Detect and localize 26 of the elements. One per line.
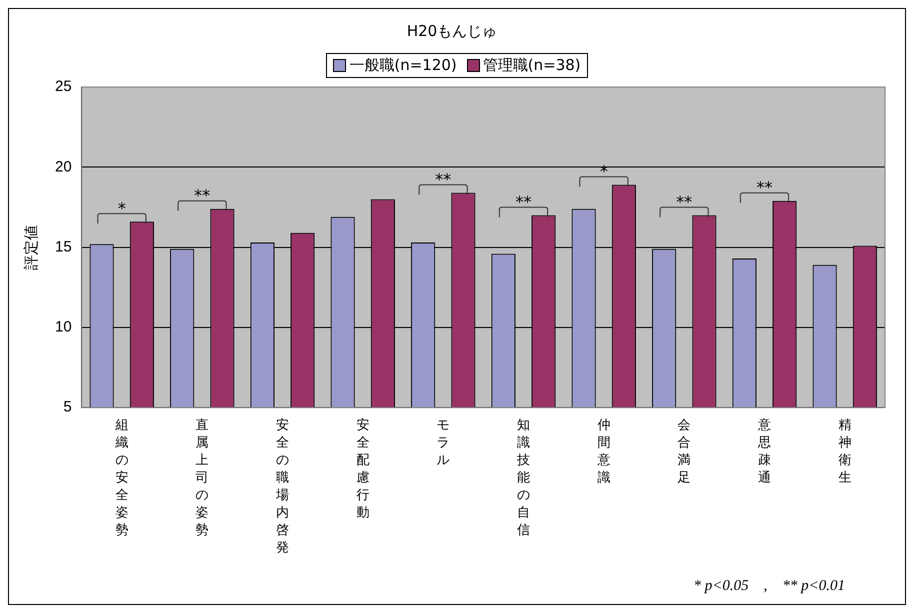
text: * p<0.05 , ** p<0.01 [694,578,845,594]
chart-title: H20もんじゅ [406,22,498,40]
x-tick-label: モラル [436,418,450,468]
x-tick-label: 知識技能の自信 [516,418,530,538]
y-tick-label: 10 [54,318,72,336]
annotation: ** [676,192,692,212]
annotation: ** [516,192,532,212]
y-tick-label: 25 [54,78,72,96]
annotation: ** [756,178,773,197]
y-tick-label: 5 [63,398,72,416]
y-axis-title: 評定値 [22,224,40,270]
annotation: ** [194,186,210,205]
x-tick-label: 意思疎通 [757,418,772,486]
x-tick-label: 精神衛生 [838,418,852,486]
x-tick-label: 組織の安全姿勢 [114,418,128,538]
x-tick-label: 安全配慮行動 [356,416,370,520]
legend-label: 一般職(n=120) [349,56,457,75]
x-tick-label: 仲間意識 [596,418,610,486]
x-tick-label: 会合満足 [678,418,691,486]
y-tick-label: 15 [54,238,72,256]
legend-label: 管理職(n=38) [482,56,581,75]
annotation: ** [435,170,452,189]
x-tick-label: 安全の職場内啓発 [275,416,290,556]
annotation: * [118,198,126,218]
x-tick-label: 直属上司の姿勢 [196,418,209,538]
y-tick-label: 20 [54,158,72,176]
